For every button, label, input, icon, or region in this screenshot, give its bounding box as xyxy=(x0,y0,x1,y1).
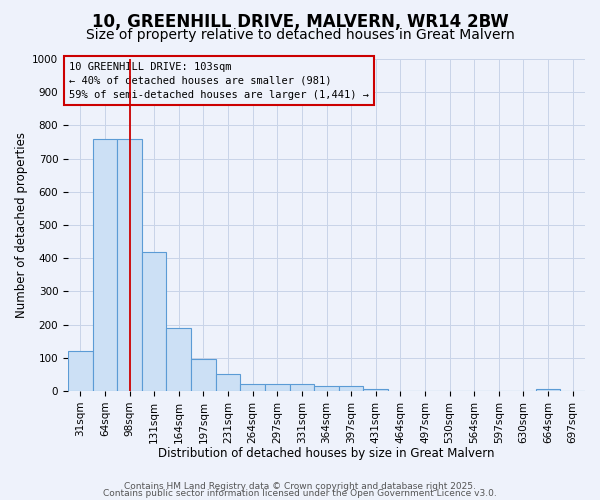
Bar xyxy=(191,360,216,391)
Text: Contains public sector information licensed under the Open Government Licence v3: Contains public sector information licen… xyxy=(103,489,497,498)
Bar xyxy=(117,138,142,391)
Bar xyxy=(142,252,166,391)
Bar xyxy=(166,328,191,391)
Text: Contains HM Land Registry data © Crown copyright and database right 2025.: Contains HM Land Registry data © Crown c… xyxy=(124,482,476,491)
Bar xyxy=(536,390,560,391)
Text: Size of property relative to detached houses in Great Malvern: Size of property relative to detached ho… xyxy=(86,28,514,42)
Bar xyxy=(241,384,265,391)
X-axis label: Distribution of detached houses by size in Great Malvern: Distribution of detached houses by size … xyxy=(158,447,495,460)
Bar xyxy=(290,384,314,391)
Bar xyxy=(68,351,92,391)
Text: 10, GREENHILL DRIVE, MALVERN, WR14 2BW: 10, GREENHILL DRIVE, MALVERN, WR14 2BW xyxy=(92,12,508,30)
Text: 10 GREENHILL DRIVE: 103sqm
← 40% of detached houses are smaller (981)
59% of sem: 10 GREENHILL DRIVE: 103sqm ← 40% of deta… xyxy=(69,62,369,100)
Bar xyxy=(92,138,117,391)
Bar xyxy=(364,390,388,391)
Bar xyxy=(339,386,364,391)
Bar xyxy=(265,384,290,391)
Y-axis label: Number of detached properties: Number of detached properties xyxy=(15,132,28,318)
Bar xyxy=(314,386,339,391)
Bar xyxy=(216,374,241,391)
